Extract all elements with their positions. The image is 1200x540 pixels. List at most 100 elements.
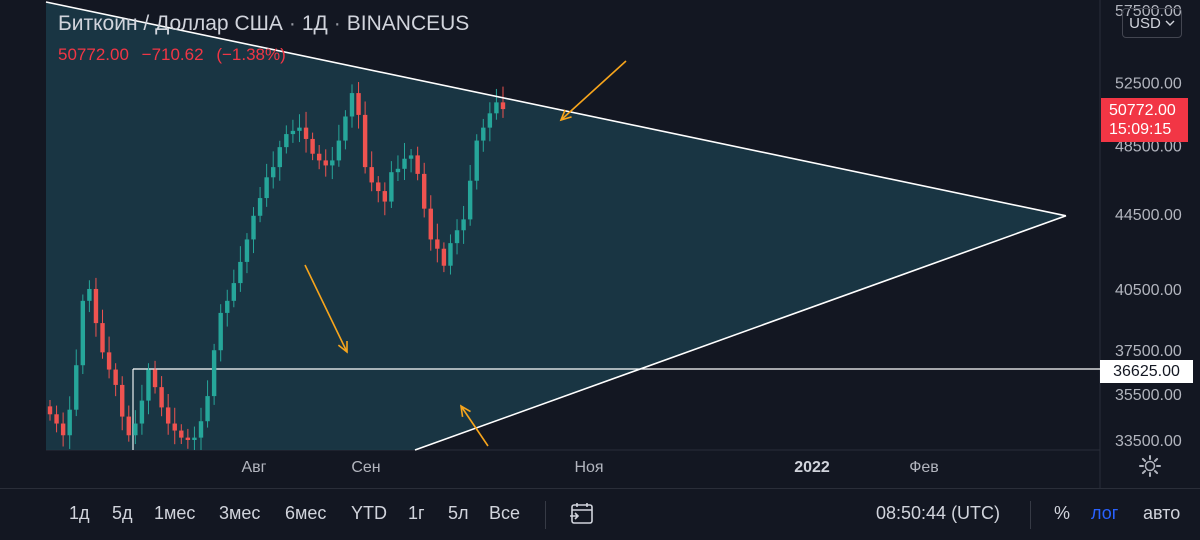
candle-body	[382, 191, 388, 202]
candle-body	[106, 352, 112, 370]
horizontal-level-label[interactable]: 36625.00	[1100, 360, 1193, 383]
candle-body	[139, 400, 145, 424]
range-1d-button[interactable]: 1д	[69, 503, 90, 523]
candle-body	[74, 365, 79, 410]
candle-body	[225, 300, 230, 313]
y-tick-label: 35500.00	[1115, 387, 1182, 404]
range-5d-button[interactable]: 5д	[112, 503, 133, 523]
candle-body	[264, 177, 269, 199]
candle-body	[67, 409, 72, 436]
annotation-arrow-head	[559, 109, 572, 122]
title-separator: ·	[288, 12, 296, 35]
y-tick-label: 33500.00	[1115, 433, 1182, 450]
interval-label: 1Д	[301, 12, 328, 35]
candle-body	[284, 134, 289, 148]
exchange-label: BINANCEUS	[346, 12, 470, 35]
candle-body	[461, 219, 466, 231]
last-price-badge: 50772.00 15:09:15	[1101, 98, 1188, 142]
auto-scale-button[interactable]: авто	[1143, 503, 1181, 523]
range-all-button[interactable]: Все	[489, 503, 521, 523]
candle-body	[316, 153, 322, 161]
candle-body	[428, 208, 433, 240]
candle-body	[323, 160, 328, 166]
price-chart[interactable]: 57500.00 52500.00 48500.00 44500.00 40500.00…	[0, 0, 1200, 488]
last-price-badge-value: 50772.00	[1109, 102, 1176, 119]
candle-body	[448, 243, 453, 266]
log-scale-button[interactable]: лог	[1091, 503, 1119, 523]
bar-countdown: 15:09:15	[1109, 121, 1172, 138]
candle-body	[277, 147, 282, 168]
candle-body	[408, 155, 414, 159]
y-tick-label: 48500.00	[1115, 138, 1182, 155]
candle-body	[500, 102, 506, 110]
candle-body	[330, 160, 335, 166]
candle-body	[435, 239, 440, 249]
candle-body	[100, 323, 105, 353]
candle-body	[185, 437, 191, 440]
calendar-range-icon[interactable]	[568, 501, 596, 527]
y-tick-label: 37500.00	[1115, 343, 1182, 360]
candle-body	[238, 261, 243, 284]
title-separator: ·	[333, 12, 341, 35]
y-tick-label: 57500.00	[1115, 3, 1182, 20]
candle-body	[310, 138, 315, 154]
annotation-arrow-head	[337, 340, 348, 354]
annotation-arrow	[304, 264, 348, 353]
candle-body	[47, 406, 53, 415]
range-ytd-button[interactable]: YTD	[351, 503, 387, 523]
triangle-fill	[46, 2, 1066, 450]
gear-icon[interactable]	[1138, 454, 1162, 478]
quote-line: 50772.00 −710.62 (−1.38%)	[58, 45, 294, 65]
annotation-arrow	[560, 60, 627, 121]
candle-body	[494, 102, 499, 114]
candle-body	[211, 350, 217, 397]
upper-trendline	[45, 1, 1067, 217]
candle-body	[179, 430, 184, 438]
candle-body	[303, 127, 309, 139]
range-1m-button[interactable]: 1мес	[154, 503, 196, 523]
candle-body	[454, 230, 460, 244]
candle-body	[376, 182, 381, 192]
candle-body	[120, 384, 125, 417]
symbol-name: Биткоин / Доллар США	[58, 12, 283, 35]
candle-body	[349, 93, 355, 117]
candle-body	[395, 168, 401, 173]
range-6m-button[interactable]: 6мес	[285, 503, 327, 523]
candle-body	[87, 288, 92, 301]
candle-body	[54, 414, 59, 424]
candle-body	[343, 116, 348, 141]
chart-area[interactable]: 57500.00 52500.00 48500.00 44500.00 40500.00…	[0, 0, 1200, 488]
toolbar-divider	[1030, 501, 1031, 529]
candle-body	[165, 407, 171, 424]
candle-body	[126, 416, 131, 436]
candle-body	[467, 180, 473, 220]
candle-body	[297, 127, 302, 131]
candle-body	[133, 423, 138, 436]
range-1y-button[interactable]: 1г	[408, 503, 425, 523]
percent-scale-button[interactable]: %	[1054, 503, 1071, 523]
bottom-toolbar: 1д 5д 1мес 3мес 6мес YTD 1г 5л Все 08:50…	[0, 488, 1200, 540]
candle-body	[389, 172, 394, 202]
candle-body	[198, 421, 204, 438]
currency-button[interactable]: USD	[1122, 8, 1182, 38]
candle-body	[487, 113, 493, 128]
candle-body	[113, 369, 118, 385]
range-5y-button[interactable]: 5л	[448, 503, 469, 523]
last-price: 50772.00	[58, 45, 129, 64]
candle-body	[336, 140, 342, 161]
candle-body	[474, 140, 479, 181]
candle-body	[231, 283, 237, 301]
symbol-title[interactable]: Биткоин / Доллар США · 1Д · BINANCEUS	[58, 12, 469, 36]
x-tick-label: 2022	[794, 459, 830, 476]
candle-body	[244, 239, 250, 262]
candle-body	[415, 155, 420, 174]
utc-clock[interactable]: 08:50:44 (UTC)	[876, 503, 1001, 523]
candle-body	[356, 93, 361, 115]
candle-body	[251, 215, 256, 240]
candle-body	[159, 387, 164, 408]
annotation-arrow	[460, 405, 489, 447]
currency-label: USD	[1129, 14, 1161, 32]
lower-trendline	[414, 215, 1067, 451]
candle-body	[441, 248, 447, 266]
range-3m-button[interactable]: 3мес	[219, 503, 261, 523]
